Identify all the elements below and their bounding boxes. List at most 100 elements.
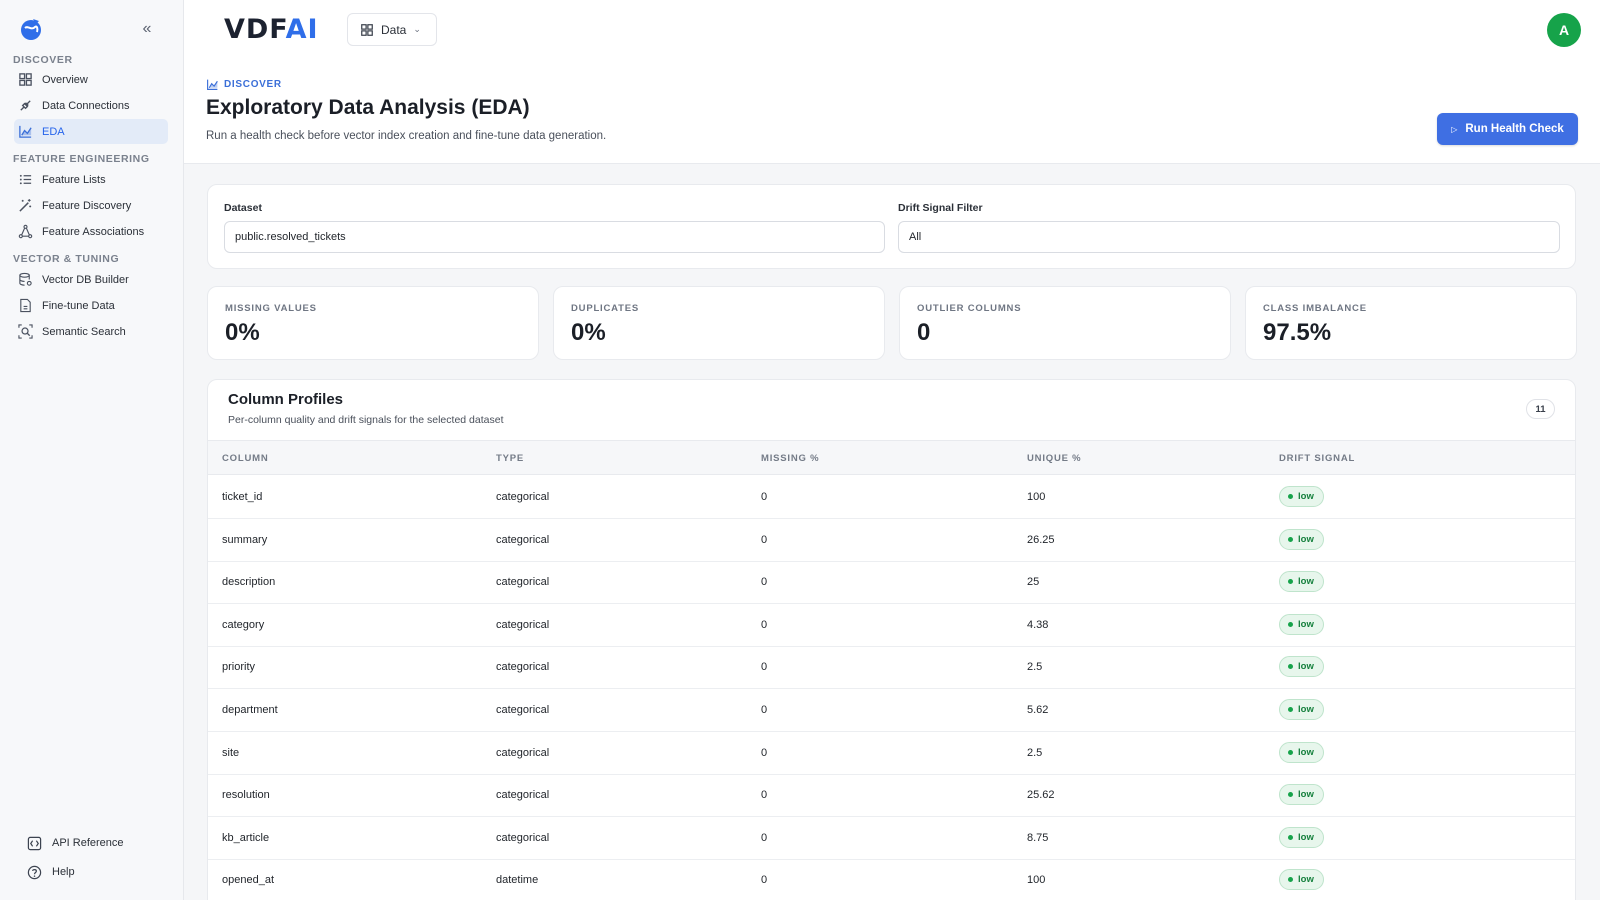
data-switcher-dropdown[interactable]: Data ⌄ xyxy=(347,13,437,46)
column-header-type[interactable]: Type xyxy=(496,453,525,464)
column-header-drift[interactable]: Drift Signal xyxy=(1279,453,1356,464)
brand-accent: AI xyxy=(285,14,319,45)
sidebar-item-feature-associations[interactable]: Feature Associations xyxy=(14,219,168,244)
run-health-check-button[interactable]: ▷ Run Health Check xyxy=(1437,113,1578,145)
filter-card: Dataset public.resolved_tickets Drift Si… xyxy=(207,184,1576,269)
avatar[interactable]: A xyxy=(1547,13,1581,47)
sidebar-item-fine-tune-data[interactable]: Fine-tune Data xyxy=(14,293,168,318)
table-row[interactable]: category categorical 0 4.38 low xyxy=(208,604,1575,647)
cell-type: categorical xyxy=(496,746,550,759)
column-profiles-subtitle: Per-column quality and drift signals for… xyxy=(228,414,504,426)
drift-status-label: low xyxy=(1298,874,1314,886)
drift-status-label: low xyxy=(1298,661,1314,673)
drift-filter-label: Drift Signal Filter xyxy=(898,202,983,214)
cell-unique: 26.25 xyxy=(1027,533,1055,546)
drift-status-badge: low xyxy=(1279,826,1324,848)
status-dot-icon xyxy=(1288,536,1293,542)
column-header-unique[interactable]: Unique % xyxy=(1027,453,1082,464)
status-dot-icon xyxy=(1288,792,1293,798)
stat-value: 97.5% xyxy=(1263,319,1332,346)
stat-label: Class Imbalance xyxy=(1263,303,1367,314)
drift-status-label: low xyxy=(1298,576,1314,588)
table-row[interactable]: department categorical 0 5.62 low xyxy=(208,689,1575,732)
cell-unique: 8.75 xyxy=(1027,831,1049,844)
top-bar: VDFAI Data ⌄ A xyxy=(184,0,1600,60)
sidebar-footer-label: Help xyxy=(52,866,75,878)
table-row[interactable]: opened_at datetime 0 100 low xyxy=(208,859,1575,900)
status-dot-icon xyxy=(1288,834,1293,840)
brand-logo[interactable]: VDFAI xyxy=(224,14,319,45)
api-icon xyxy=(26,835,42,851)
status-dot-icon xyxy=(1288,749,1293,755)
help-icon xyxy=(26,864,42,880)
brand-prefix: VDF xyxy=(224,14,286,45)
drift-status-badge: low xyxy=(1279,699,1324,720)
table-row[interactable]: priority categorical 0 2.5 low xyxy=(208,646,1575,690)
data-switcher-label: Data xyxy=(381,22,407,37)
stat-card-outlier-columns: Outlier Columns 0 xyxy=(899,286,1231,360)
breadcrumb-label: DISCOVER xyxy=(224,79,282,90)
cell-missing: 0 xyxy=(761,576,768,589)
sidebar-help[interactable]: Help xyxy=(26,861,75,883)
sidebar-item-eda[interactable]: EDA xyxy=(14,119,168,144)
sidebar-item-label: EDA xyxy=(42,125,65,138)
sidebar-section-discover: Discover xyxy=(13,54,73,66)
status-dot-icon xyxy=(1288,664,1293,670)
sidebar-item-semantic-search[interactable]: Semantic Search xyxy=(14,319,168,344)
run-button-label: Run Health Check xyxy=(1465,123,1564,135)
table-row[interactable]: description categorical 0 25 low xyxy=(208,561,1575,605)
collapse-sidebar-icon[interactable]: « xyxy=(142,20,152,37)
cell-unique: 25 xyxy=(1027,576,1040,589)
cell-column: opened_at xyxy=(222,874,274,887)
sidebar-item-label: Vector DB Builder xyxy=(42,273,129,286)
cell-missing: 0 xyxy=(761,661,768,674)
drift-status-badge: low xyxy=(1279,741,1324,763)
sidebar-item-label: Semantic Search xyxy=(42,325,126,338)
table-row[interactable]: ticket_id categorical 0 100 low xyxy=(208,476,1575,519)
table-row[interactable]: summary categorical 0 26.25 low xyxy=(208,519,1575,562)
stat-card-missing-values: Missing Values 0% xyxy=(207,286,539,360)
sidebar: « Discover Overview Data Connections EDA… xyxy=(0,0,184,900)
column-profiles-card: Column Profiles Per-column quality and d… xyxy=(207,379,1576,900)
table-row[interactable]: site categorical 0 2.5 low xyxy=(208,732,1575,775)
drift-filter-select[interactable]: All xyxy=(898,221,1560,253)
sidebar-item-feature-discovery[interactable]: Feature Discovery xyxy=(14,193,168,218)
sidebar-footer-label: API Reference xyxy=(52,837,124,849)
status-dot-icon xyxy=(1288,707,1293,712)
list-icon xyxy=(17,172,33,188)
database-icon xyxy=(17,272,33,288)
sidebar-item-label: Overview xyxy=(42,73,88,86)
grid-icon xyxy=(361,23,373,36)
cell-missing: 0 xyxy=(761,746,768,759)
page-subtitle: Run a health check before vector index c… xyxy=(206,130,607,142)
drift-status-label: low xyxy=(1298,618,1314,630)
dataset-input[interactable]: public.resolved_tickets xyxy=(224,221,885,253)
file-icon xyxy=(17,298,33,314)
cell-unique: 2.5 xyxy=(1027,746,1043,759)
sidebar-item-overview[interactable]: Overview xyxy=(14,67,168,92)
column-header-column[interactable]: Column xyxy=(222,453,269,464)
sidebar-section-vector-tuning: Vector & Tuning xyxy=(13,253,120,265)
app-logo-icon[interactable] xyxy=(18,16,44,42)
cell-unique: 25.62 xyxy=(1027,789,1055,802)
drift-status-badge: low xyxy=(1279,869,1324,891)
cell-column: summary xyxy=(222,533,268,546)
drift-status-badge: low xyxy=(1279,486,1324,507)
network-icon xyxy=(17,224,33,240)
sidebar-item-data-connections[interactable]: Data Connections xyxy=(14,93,168,118)
sidebar-section-feature-engineering: Feature Engineering xyxy=(13,153,150,165)
table-row[interactable]: resolution categorical 0 25.62 low xyxy=(208,774,1575,818)
sidebar-api-reference[interactable]: API Reference xyxy=(26,832,124,854)
sidebar-item-feature-lists[interactable]: Feature Lists xyxy=(14,167,168,192)
cell-column: priority xyxy=(222,661,256,674)
dashboard-icon xyxy=(17,72,33,88)
column-header-missing[interactable]: Missing % xyxy=(761,453,820,464)
play-icon: ▷ xyxy=(1451,124,1458,134)
sidebar-item-vector-db-builder[interactable]: Vector DB Builder xyxy=(14,267,168,292)
plug-icon xyxy=(17,98,33,114)
sidebar-item-label: Feature Lists xyxy=(42,173,106,186)
stat-card-class-imbalance: Class Imbalance 97.5% xyxy=(1245,286,1577,360)
sidebar-item-label: Data Connections xyxy=(42,99,130,112)
cell-column: kb_article xyxy=(222,831,270,844)
table-row[interactable]: kb_article categorical 0 8.75 low xyxy=(208,817,1575,860)
